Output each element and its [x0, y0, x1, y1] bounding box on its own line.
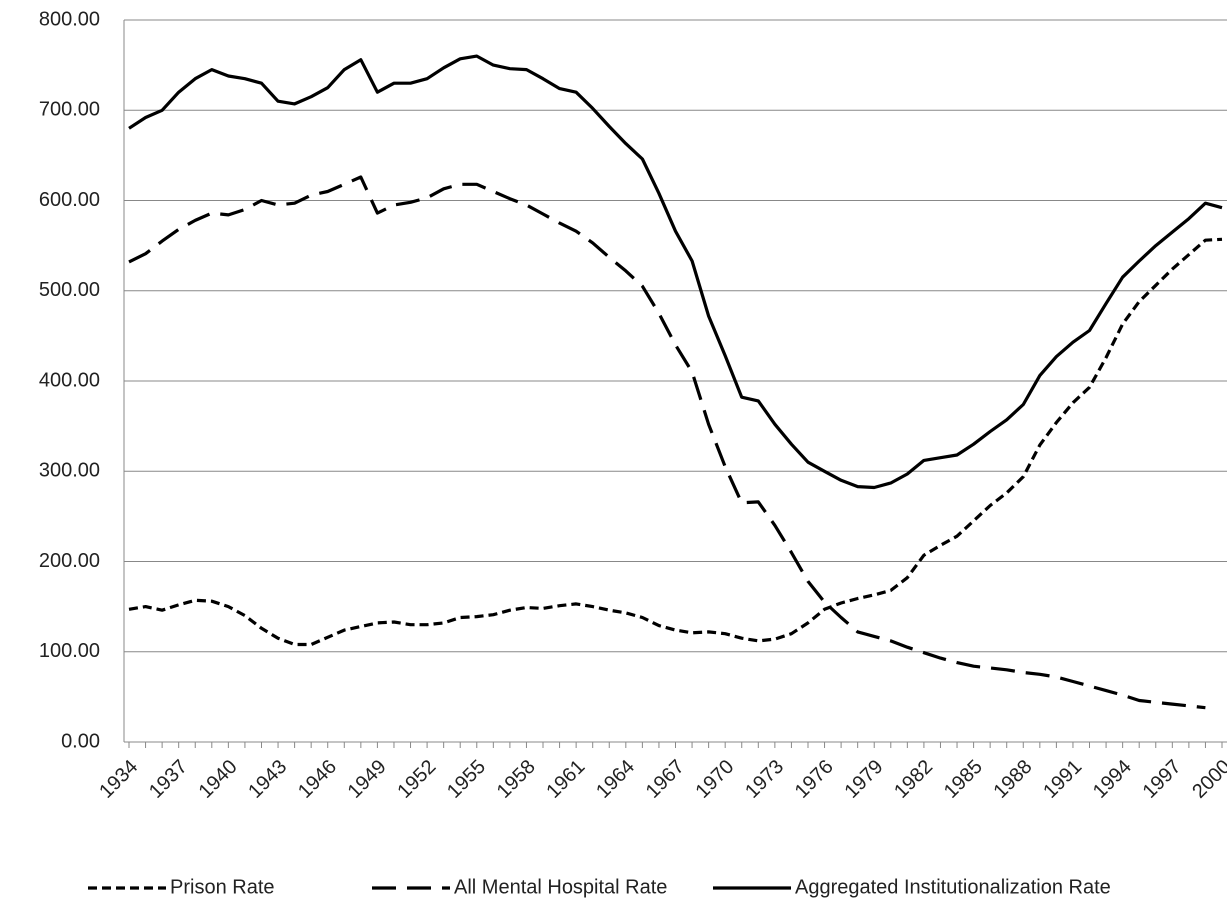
x-tick-label: 1946 — [294, 756, 341, 803]
x-tick-label: 1973 — [741, 756, 788, 803]
x-tick-label: 1958 — [493, 756, 540, 803]
x-tick-label: 1997 — [1139, 756, 1186, 803]
x-tick-label: 1952 — [393, 756, 440, 803]
series-line — [128, 54, 1223, 490]
legend-label: All Mental Hospital Rate — [454, 876, 667, 898]
x-tick-label: 1991 — [1039, 756, 1086, 803]
x-tick-label: 2000 — [1188, 756, 1227, 803]
legend-item: All Mental Hospital Rate — [372, 876, 667, 898]
x-tick-label: 1967 — [642, 756, 689, 803]
x-tick-label: 1994 — [1089, 756, 1136, 803]
y-tick-label: 700.00 — [39, 99, 100, 121]
y-tick-label: 0.00 — [61, 730, 100, 752]
x-tick-label: 1934 — [95, 756, 142, 803]
y-tick-label: 300.00 — [39, 460, 100, 482]
legend-item: Aggregated Institutionalization Rate — [713, 876, 1111, 898]
x-tick-label: 1943 — [244, 756, 291, 803]
x-tick-label: 1961 — [542, 756, 589, 803]
y-tick-label: 500.00 — [39, 279, 100, 301]
x-tick-label: 1955 — [443, 756, 490, 803]
legend-label: Aggregated Institutionalization Rate — [795, 876, 1111, 898]
y-tick-label: 100.00 — [39, 640, 100, 662]
series-line — [128, 237, 1223, 647]
legend-label: Prison Rate — [170, 876, 275, 898]
x-tick-label: 1982 — [890, 756, 937, 803]
y-tick-label: 200.00 — [39, 550, 100, 572]
y-tick-label: 600.00 — [39, 189, 100, 211]
legend-item: Prison Rate — [88, 876, 275, 898]
x-tick-label: 1937 — [145, 756, 192, 803]
y-tick-label: 800.00 — [39, 8, 100, 30]
series-line — [128, 175, 1206, 710]
x-tick-label: 1970 — [691, 756, 738, 803]
x-tick-label: 1988 — [990, 756, 1037, 803]
x-tick-label: 1976 — [791, 756, 838, 803]
x-tick-label: 1949 — [344, 756, 391, 803]
x-tick-label: 1979 — [840, 756, 887, 803]
x-tick-label: 1940 — [195, 756, 242, 803]
y-tick-label: 400.00 — [39, 369, 100, 391]
x-tick-label: 1964 — [592, 756, 639, 803]
x-tick-label: 1985 — [940, 756, 987, 803]
